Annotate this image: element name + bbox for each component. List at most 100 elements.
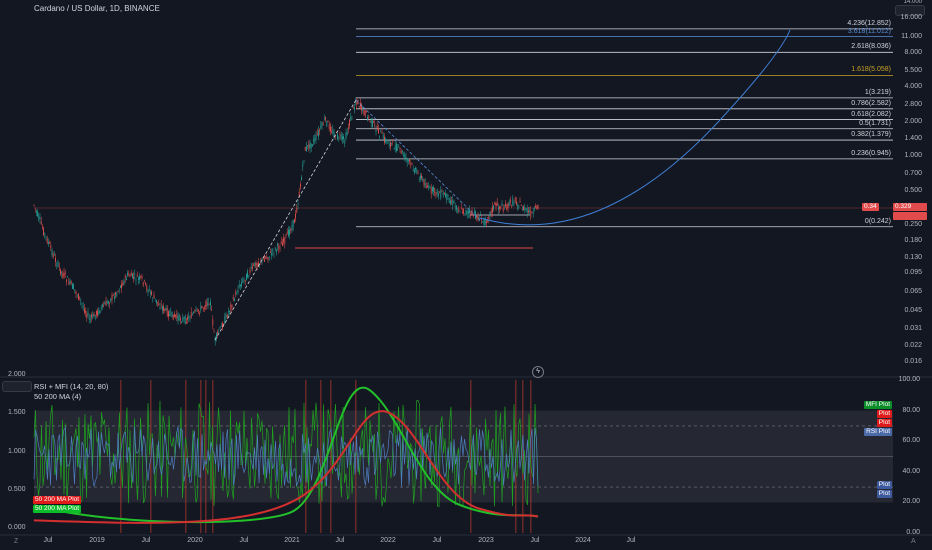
candle-body <box>246 273 247 281</box>
candle-body <box>411 163 413 164</box>
time-tick: Jul <box>432 537 442 544</box>
auto-scale-button[interactable]: A <box>911 538 916 545</box>
candle-body <box>105 301 107 306</box>
candle-body <box>466 210 468 215</box>
candle-body <box>208 304 210 306</box>
chart-settings-button[interactable] <box>895 5 925 16</box>
candle-body <box>240 284 241 287</box>
candle-body <box>139 276 140 280</box>
candle-body <box>222 323 223 329</box>
candle-body <box>235 292 236 294</box>
candle-body <box>355 102 356 103</box>
candle-body <box>501 203 503 206</box>
candle-body <box>504 208 505 210</box>
candle-body <box>400 150 402 154</box>
candle-body <box>121 283 122 289</box>
time-tick: 2022 <box>380 537 396 544</box>
candle-body <box>514 197 516 202</box>
candle-body <box>97 310 98 316</box>
candle-body <box>320 125 322 129</box>
candle-body <box>51 249 53 255</box>
candle-body <box>367 116 368 121</box>
rsi-scale-tick: 20.00 <box>902 498 920 506</box>
candle-body <box>495 203 497 207</box>
candle-body <box>414 170 415 174</box>
current-price-tag: 0.329 <box>893 203 927 211</box>
signal-bar <box>320 380 322 533</box>
candle-body <box>517 205 518 207</box>
candle-body <box>366 110 367 113</box>
candle-body <box>42 227 43 229</box>
fib-level-label: 0.5(1.731) <box>859 119 891 127</box>
indicator-value-tag: MFI Plot <box>863 401 892 409</box>
candle-body <box>298 191 300 197</box>
price-tick: 0.065 <box>904 288 922 296</box>
indicator-value-tag: Plot <box>876 410 892 418</box>
candle-body <box>316 132 318 135</box>
candle-body <box>464 213 466 215</box>
candle-body <box>247 271 248 278</box>
candle-body <box>193 312 194 314</box>
candle-body <box>434 188 436 194</box>
candle-body <box>484 217 486 225</box>
signal-bar <box>205 380 207 533</box>
candle-body <box>409 159 410 162</box>
candle-body <box>255 262 257 269</box>
candle-body <box>259 263 260 264</box>
lightning-icon[interactable]: ϟ <box>532 366 544 378</box>
candle-body <box>386 139 388 142</box>
candle-body <box>290 228 292 232</box>
candle-body <box>55 257 56 262</box>
indicator-title[interactable]: RSI + MFI (14, 20, 80) <box>34 382 109 391</box>
candle-body <box>457 210 458 212</box>
candle-body <box>382 134 384 139</box>
candle-body <box>102 303 103 307</box>
candle-body <box>536 205 538 210</box>
candle-body <box>250 266 252 269</box>
price-tick: 0.250 <box>904 221 922 229</box>
indicator-subtitle[interactable]: 50 200 MA (4) <box>34 392 82 401</box>
candle-body <box>201 305 203 308</box>
parabolic-arc <box>479 29 791 226</box>
candle-body <box>289 229 290 235</box>
candle-body <box>62 273 64 277</box>
candle-body <box>187 317 188 320</box>
candle-body <box>369 120 371 122</box>
candle-body <box>468 211 469 214</box>
candle-body <box>429 187 431 188</box>
candle-body <box>405 157 407 158</box>
candle-body <box>388 144 390 146</box>
candle-body <box>421 175 422 179</box>
price-tick: 0.016 <box>904 358 922 365</box>
time-tick: Jul <box>335 537 345 544</box>
symbol-title[interactable]: Cardano / US Dollar, 1D, BINANCE <box>34 4 160 13</box>
candle-body <box>436 189 438 194</box>
candle-body <box>267 257 269 260</box>
candle-body <box>512 198 514 206</box>
indicator-collapse-button[interactable] <box>2 381 32 392</box>
candle-body <box>494 202 496 205</box>
trendline-down <box>355 99 481 221</box>
candle-body <box>381 132 383 134</box>
candle-body <box>374 123 376 125</box>
indicator-value-tag: Plot <box>876 419 892 427</box>
candle-body <box>300 183 301 188</box>
zoom-reset-button[interactable]: Z <box>14 538 19 545</box>
candle-body <box>380 131 382 133</box>
candle-body <box>103 306 104 307</box>
rsi-scale-tick: 100.00 <box>898 376 920 383</box>
candle-body <box>39 217 41 219</box>
candle-body <box>529 211 530 212</box>
candle-body <box>196 308 198 310</box>
candle-body <box>148 289 150 291</box>
price-tick: 1.400 <box>904 135 922 143</box>
candle-body <box>151 291 152 295</box>
candle-body <box>361 104 362 111</box>
candle-body <box>283 237 284 243</box>
fib-level-label: 4.236(12.852) <box>847 19 891 27</box>
price-tick: 8.000 <box>904 48 922 56</box>
candle-body <box>378 127 379 134</box>
candle-body <box>486 221 487 224</box>
candle-body <box>312 144 313 146</box>
